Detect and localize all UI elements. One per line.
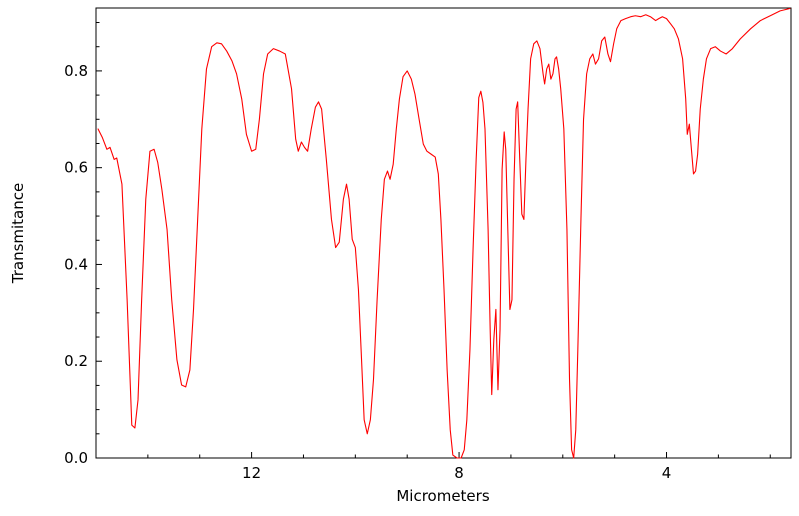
y-tick-label: 0.2 xyxy=(64,352,88,370)
y-tick-label: 0.6 xyxy=(64,159,88,177)
plot-frame xyxy=(95,7,792,459)
ir-spectrum-line xyxy=(97,7,791,459)
x-axis-label: Micrometers xyxy=(396,487,490,505)
y-tick-label: 0.8 xyxy=(64,62,88,80)
y-tick-label: 0.0 xyxy=(64,449,88,467)
x-tick-label: 4 xyxy=(662,464,672,482)
y-axis-label: Transmitance xyxy=(9,182,27,284)
x-tick-label: 8 xyxy=(454,464,464,482)
y-tick-label: 0.4 xyxy=(64,255,88,273)
x-tick-label: 12 xyxy=(242,464,261,482)
